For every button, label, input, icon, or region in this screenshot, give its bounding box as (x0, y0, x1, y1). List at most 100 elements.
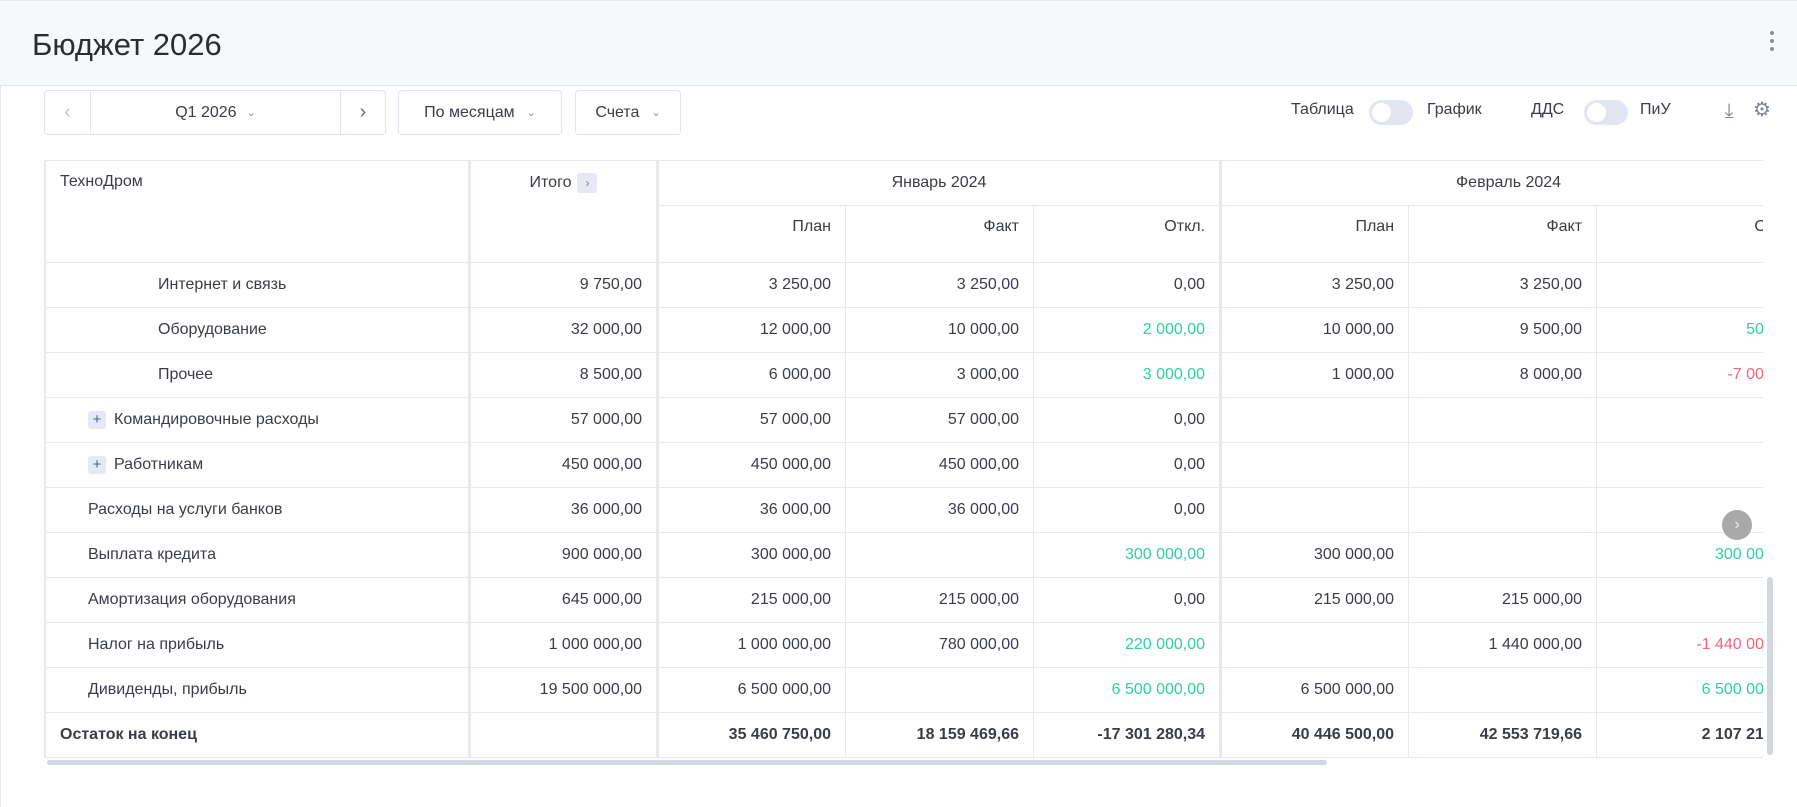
total-cell: 36 000,00 (468, 487, 658, 533)
table-row[interactable]: Налог на прибыль 1 000 000,00 1 000 000,00… (45, 622, 1763, 668)
row-label: Остаток на конец (60, 726, 197, 743)
chevron-down-icon: ⌄ (246, 107, 256, 119)
row-label-cell: Расходы на услуги банков (45, 487, 470, 533)
deviation-cell: 3 000,00 (1032, 352, 1222, 398)
plan-cell: 1 000 000,00 (656, 622, 846, 668)
fact-cell (1408, 397, 1598, 443)
vertical-scrollbar[interactable] (1767, 577, 1773, 755)
gear-icon[interactable]: ⚙ (1753, 99, 1771, 121)
download-icon[interactable]: ⤓ (1724, 100, 1734, 122)
plan-cell: 3 250,00 (1219, 262, 1410, 308)
expand-row-button[interactable]: + (88, 411, 106, 429)
expand-total-button[interactable]: › (577, 173, 598, 193)
col-deviation: Откл. (1596, 205, 1763, 263)
deviation-cell: 0,00 (1032, 262, 1222, 308)
total-cell: 57 000,00 (468, 397, 658, 443)
deviation-cell: 2 107 219,66 (1596, 712, 1763, 758)
table-row[interactable]: Амортизация оборудования 645 000,00 215 00… (45, 577, 1763, 623)
row-label-cell: Прочее (45, 352, 470, 398)
table-row[interactable]: Расходы на услуги банков 36 000,00 36 000,… (45, 487, 1763, 533)
fact-cell: 42 553 719,66 (1408, 712, 1598, 758)
total-cell: 900 000,00 (468, 532, 658, 578)
table-row[interactable]: Оборудование 32 000,00 12 000,00 10 000,00 2… (45, 307, 1763, 353)
deviation-cell: 6 500 000,00 (1032, 667, 1222, 713)
table-row[interactable]: Интернет и связь 9 750,00 3 250,00 3 250,00… (45, 262, 1763, 308)
plan-cell: 10 000,00 (1219, 307, 1410, 353)
table-row[interactable]: + Командировочные расходы 57 000,00 57 000,… (45, 397, 1763, 443)
prev-period-button[interactable]: ‹ (64, 101, 71, 123)
company-header: ТехноДром (45, 160, 470, 263)
row-label-cell: Дивиденды, прибыль (45, 667, 470, 713)
deviation-cell: 500,00 (1596, 307, 1763, 353)
fact-cell (845, 532, 1034, 578)
fact-cell (1408, 532, 1598, 578)
budget-table: ТехноДром Итого › Январь 2024 Февраль 202… (44, 160, 1763, 758)
total-cell: 8 500,00 (468, 352, 658, 398)
row-label-cell: Выплата кредита (45, 532, 470, 578)
deviation-cell: 0,00 (1596, 577, 1763, 623)
row-label: Расходы на услуги банков (88, 501, 283, 518)
row-label-cell: Остаток на конец (45, 712, 470, 758)
plan-cell: 6 500 000,00 (656, 667, 846, 713)
deviation-cell (1596, 442, 1763, 488)
total-cell (468, 712, 658, 758)
row-label-cell: + Работникам (45, 442, 470, 488)
row-label-cell: Оборудование (45, 307, 470, 353)
col-deviation: Откл. (1032, 205, 1222, 263)
row-label: Командировочные расходы (114, 411, 319, 428)
horizontal-scrollbar[interactable] (47, 760, 1327, 765)
fact-cell: 1 440 000,00 (1408, 622, 1598, 668)
grouping-label: По месяцам (424, 103, 515, 121)
total-cell: 450 000,00 (468, 442, 658, 488)
deviation-cell: 0,00 (1032, 397, 1222, 443)
plan-cell (1219, 622, 1410, 668)
col-plan: План (1219, 205, 1410, 263)
plan-cell: 6 500 000,00 (1219, 667, 1410, 713)
plan-cell: 215 000,00 (1219, 577, 1410, 623)
accounts-dropdown[interactable]: Счета ⌄ (575, 90, 681, 135)
row-label: Прочее (158, 366, 214, 383)
scroll-right-button[interactable]: › (1722, 510, 1752, 540)
next-period-button[interactable]: › (340, 91, 385, 134)
table-row[interactable]: Прочее 8 500,00 6 000,00 3 000,00 3 000,00 1 … (45, 352, 1763, 398)
view-chart-label: График (1427, 101, 1482, 118)
more-menu-icon[interactable] (1769, 31, 1775, 51)
row-label: Интернет и связь (158, 276, 287, 293)
row-label-cell: Интернет и связь (45, 262, 470, 308)
plan-cell: 35 460 750,00 (656, 712, 846, 758)
expand-row-button[interactable]: + (88, 456, 106, 474)
row-label: Работникам (114, 456, 204, 473)
fact-cell: 8 000,00 (1408, 352, 1598, 398)
plan-cell: 450 000,00 (656, 442, 846, 488)
col-fact: Факт (1408, 205, 1598, 263)
fact-cell: 18 159 469,66 (845, 712, 1034, 758)
col-plan: План (656, 205, 846, 263)
fact-cell: 36 000,00 (845, 487, 1034, 533)
fact-cell: 3 250,00 (1408, 262, 1598, 308)
plan-cell (1219, 442, 1410, 488)
deviation-cell (1596, 397, 1763, 443)
period-label: Q1 2026 (175, 103, 237, 121)
fact-cell (845, 667, 1034, 713)
view-toggle[interactable] (1369, 100, 1413, 125)
table-row[interactable]: Дивиденды, прибыль 19 500 000,00 6 500 000… (45, 667, 1763, 713)
row-label: Амортизация оборудования (88, 591, 296, 608)
deviation-cell: 0,00 (1596, 262, 1763, 308)
fact-cell: 215 000,00 (845, 577, 1034, 623)
table-row[interactable]: Остаток на конец 35 460 750,00 18 159 469,… (45, 712, 1763, 758)
mode-piu-label: ПиУ (1640, 101, 1671, 118)
total-label: Итого (529, 174, 572, 191)
deviation-cell: -1 440 000,00 (1596, 622, 1763, 668)
mode-toggle[interactable] (1584, 100, 1628, 125)
table-row[interactable]: Выплата кредита 900 000,00 300 000,00 300 0… (45, 532, 1763, 578)
row-label: Оборудование (158, 321, 267, 338)
total-cell: 645 000,00 (468, 577, 658, 623)
grouping-dropdown[interactable]: По месяцам ⌄ (398, 90, 562, 135)
fact-cell (1408, 442, 1598, 488)
period-dropdown[interactable]: Q1 2026 ⌄ (90, 91, 340, 134)
total-cell: 32 000,00 (468, 307, 658, 353)
table-row[interactable]: + Работникам 450 000,00 450 000,00 450 000,0… (45, 442, 1763, 488)
row-label: Выплата кредита (88, 546, 216, 563)
row-label-cell: Амортизация оборудования (45, 577, 470, 623)
total-header: Итого › (468, 160, 658, 263)
